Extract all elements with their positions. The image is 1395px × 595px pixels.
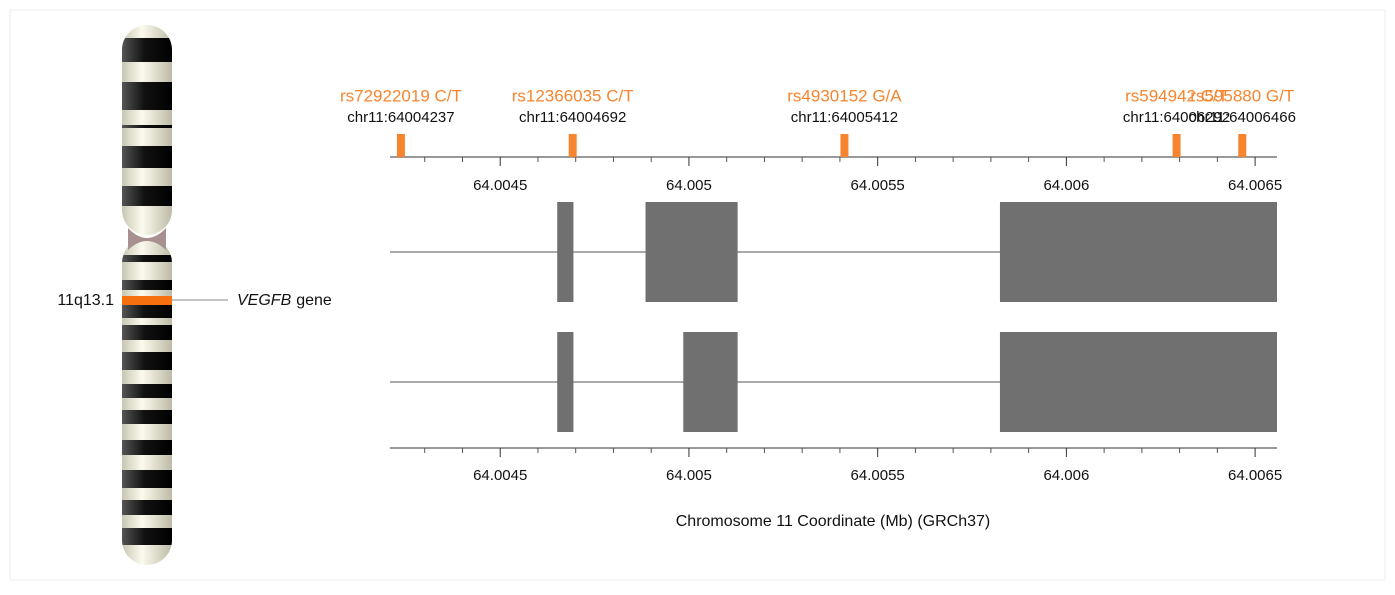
x-axis-label: Chromosome 11 Coordinate (Mb) (GRCh37)	[676, 513, 990, 530]
snp-name: rs4930152 G/A	[787, 86, 902, 105]
snp-position: chr11:64004692	[519, 109, 626, 126]
exon	[1000, 202, 1277, 302]
snp-marker	[397, 134, 405, 157]
chromosome-ideogram	[122, 25, 172, 565]
x-tick-label: 64.0045	[473, 177, 527, 194]
band-highlight	[122, 296, 172, 305]
snp-marker	[569, 134, 577, 157]
snp-position: chr11:64006466	[1189, 109, 1296, 126]
snp-marker	[1173, 134, 1181, 157]
snp-name: rs595880 G/T	[1190, 86, 1294, 105]
snp-marker	[1238, 134, 1246, 157]
x-tick-label: 64.0055	[851, 467, 905, 484]
snp-name: rs12366035 C/T	[512, 86, 634, 105]
exon	[683, 332, 737, 432]
exon	[646, 202, 738, 302]
x-tick-label: 64.0065	[1228, 177, 1282, 194]
snp-name: rs72922019 C/T	[340, 86, 462, 105]
exon	[557, 332, 573, 432]
x-tick-label: 64.006	[1043, 467, 1089, 484]
exon	[557, 202, 573, 302]
x-tick-label: 64.006	[1043, 177, 1089, 194]
x-tick-label: 64.0055	[851, 177, 905, 194]
exon	[1000, 332, 1277, 432]
snp-position: chr11:64005412	[791, 109, 898, 126]
snp-marker	[840, 134, 848, 157]
chart: 11q13.1 VEGFBgene Chromosome 11 Coordina…	[0, 0, 1395, 590]
x-tick-label: 64.005	[666, 177, 712, 194]
x-tick-label: 64.0065	[1228, 467, 1282, 484]
x-tick-label: 64.0045	[473, 467, 527, 484]
snp-position: chr11:64004237	[347, 109, 454, 126]
band-label: 11q13.1	[57, 292, 114, 309]
gene-name: VEGFB	[237, 292, 292, 309]
x-tick-label: 64.005	[666, 467, 712, 484]
gene-suffix: gene	[296, 292, 332, 309]
